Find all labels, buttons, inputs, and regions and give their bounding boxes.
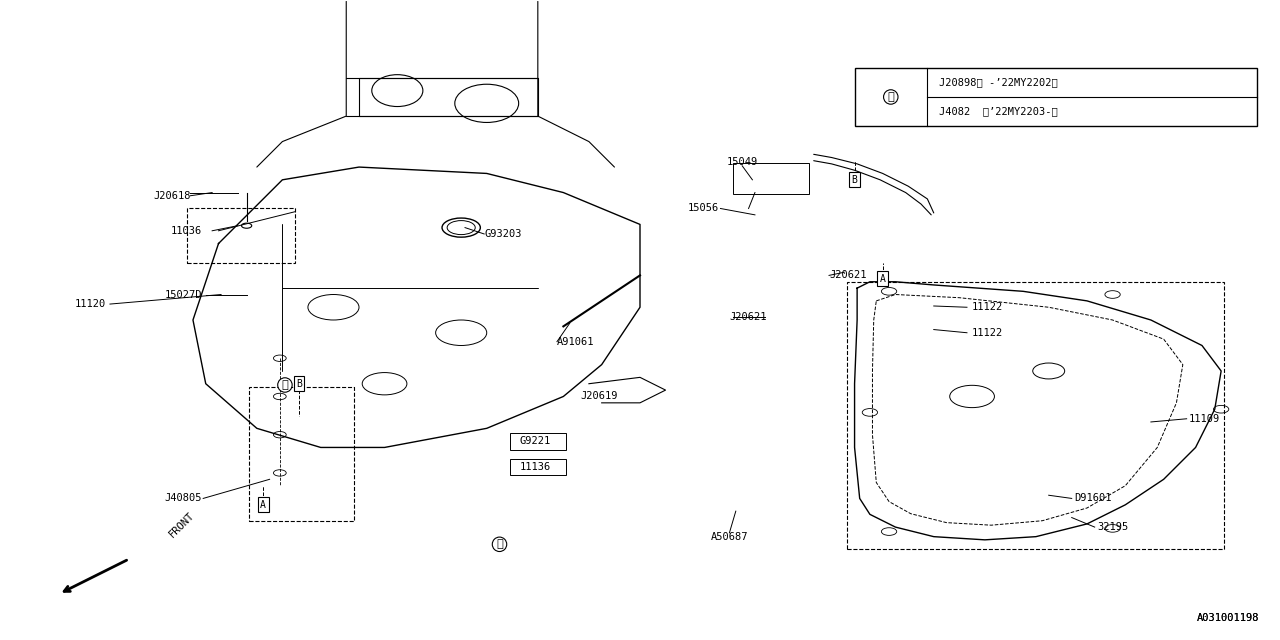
Text: 32195: 32195 xyxy=(1097,522,1129,532)
Text: J40805: J40805 xyxy=(164,493,202,504)
Text: A031001198: A031001198 xyxy=(1197,612,1260,623)
Text: ①: ① xyxy=(282,380,288,390)
Text: J20621: J20621 xyxy=(829,270,867,280)
Text: A031001198: A031001198 xyxy=(1197,612,1260,623)
Text: A50687: A50687 xyxy=(710,532,748,541)
Text: 15049: 15049 xyxy=(727,157,758,167)
Bar xyxy=(250,387,353,521)
Text: ①: ① xyxy=(497,540,503,549)
Text: FRONT: FRONT xyxy=(168,511,197,540)
Text: ①: ① xyxy=(887,92,895,102)
Text: A91061: A91061 xyxy=(557,337,594,348)
Text: 11036: 11036 xyxy=(170,226,202,236)
Text: 11122: 11122 xyxy=(972,328,1004,338)
Text: A: A xyxy=(260,500,266,510)
Text: B: B xyxy=(851,175,858,185)
Text: 11122: 11122 xyxy=(972,302,1004,312)
Text: B: B xyxy=(296,379,302,388)
Text: 11136: 11136 xyxy=(520,461,550,472)
Text: J20619: J20619 xyxy=(580,392,617,401)
Text: D91601: D91601 xyxy=(1074,493,1112,504)
Text: J20898（ -’22MY2202）: J20898（ -’22MY2202） xyxy=(940,77,1057,87)
Text: 15027D: 15027D xyxy=(164,289,202,300)
Text: 11120: 11120 xyxy=(74,299,106,309)
Text: J20621: J20621 xyxy=(730,312,767,322)
Text: J20618: J20618 xyxy=(152,191,191,201)
Bar xyxy=(847,282,1224,549)
Text: J4082  （’22MY2203-）: J4082 （’22MY2203-） xyxy=(940,106,1057,116)
Text: 11109: 11109 xyxy=(1189,414,1220,424)
Text: 15056: 15056 xyxy=(687,204,719,214)
Text: A: A xyxy=(879,273,886,284)
Text: G93203: G93203 xyxy=(484,229,522,239)
Text: G9221: G9221 xyxy=(520,436,550,446)
Bar xyxy=(358,78,538,116)
